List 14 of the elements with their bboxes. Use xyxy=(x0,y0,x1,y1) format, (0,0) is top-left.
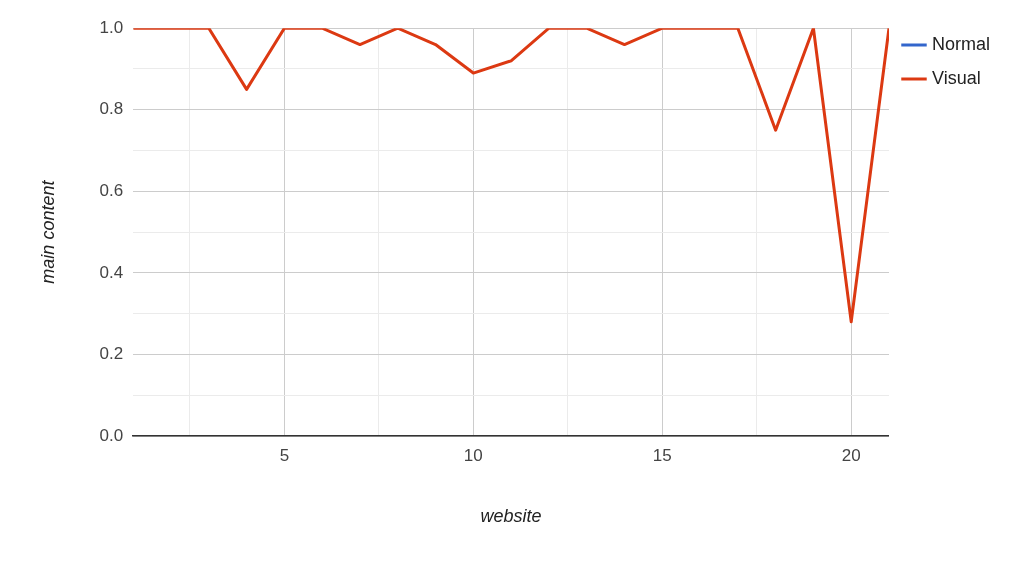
x-tick-label: 15 xyxy=(652,445,672,465)
y-tick-label: 0.2 xyxy=(99,344,124,364)
legend-label: Visual xyxy=(931,67,981,88)
legend-label: Normal xyxy=(931,33,991,54)
x-tick-label: 10 xyxy=(463,445,483,465)
y-axis-title: main content xyxy=(37,179,58,284)
x-tick-label: 5 xyxy=(279,445,290,465)
y-tick-label: 0.0 xyxy=(99,425,124,445)
x-axis-title: website xyxy=(480,506,542,527)
y-tick-label: 0.8 xyxy=(99,99,124,119)
y-tick-label: 1.0 xyxy=(99,17,124,37)
y-tick-label: 0.6 xyxy=(99,181,124,201)
x-tick-label: 20 xyxy=(841,445,861,465)
y-tick-label: 0.4 xyxy=(99,262,124,282)
